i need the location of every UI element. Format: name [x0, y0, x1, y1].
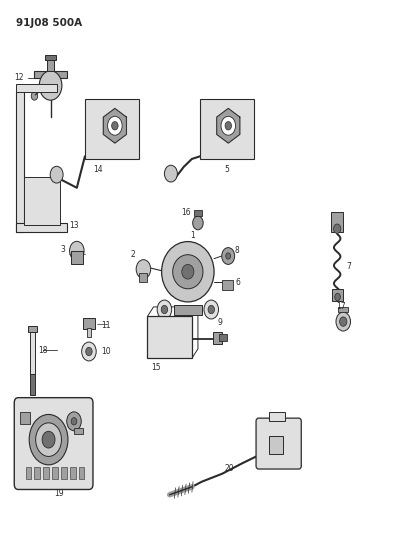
Bar: [219, 334, 227, 341]
Bar: [147, 317, 192, 358]
Ellipse shape: [182, 264, 194, 279]
Circle shape: [39, 71, 62, 100]
Polygon shape: [217, 108, 240, 143]
Bar: [331, 213, 343, 232]
Circle shape: [42, 431, 55, 448]
Text: 17: 17: [336, 302, 346, 311]
Circle shape: [336, 312, 351, 331]
Bar: [332, 289, 343, 301]
Text: 91J08 500A: 91J08 500A: [16, 18, 82, 28]
FancyBboxPatch shape: [14, 398, 93, 489]
Bar: [269, 412, 285, 421]
Circle shape: [86, 348, 92, 356]
Bar: [43, 467, 49, 479]
Circle shape: [71, 417, 77, 425]
Ellipse shape: [34, 193, 50, 208]
Circle shape: [136, 260, 151, 279]
Polygon shape: [103, 108, 126, 143]
Bar: [222, 280, 234, 290]
Bar: [338, 307, 348, 312]
Bar: [61, 467, 67, 479]
Text: 4: 4: [184, 317, 189, 326]
FancyBboxPatch shape: [256, 418, 301, 469]
Text: 1: 1: [190, 230, 194, 239]
Text: 16: 16: [181, 208, 191, 217]
Text: 19: 19: [55, 489, 64, 498]
Bar: [139, 273, 147, 282]
Bar: [83, 318, 95, 329]
Bar: [26, 467, 31, 479]
Bar: [47, 59, 54, 71]
Circle shape: [157, 300, 172, 319]
Text: 18: 18: [38, 346, 48, 355]
Circle shape: [82, 342, 96, 361]
Text: 3: 3: [61, 245, 66, 254]
Bar: [87, 328, 91, 337]
Bar: [85, 99, 139, 159]
Text: 7: 7: [346, 262, 351, 271]
Bar: [23, 177, 60, 224]
Bar: [16, 91, 23, 232]
Bar: [52, 467, 58, 479]
Text: 20: 20: [224, 464, 234, 473]
Circle shape: [335, 293, 340, 301]
Text: 2: 2: [131, 250, 135, 259]
Bar: [45, 55, 56, 60]
Bar: [194, 210, 202, 216]
Text: 14: 14: [93, 165, 103, 174]
Circle shape: [208, 305, 215, 314]
Circle shape: [108, 116, 122, 135]
Circle shape: [36, 423, 61, 456]
Circle shape: [334, 224, 341, 233]
Circle shape: [70, 241, 84, 260]
Bar: [35, 71, 67, 78]
Ellipse shape: [173, 255, 203, 289]
Bar: [16, 223, 67, 232]
Bar: [269, 436, 283, 454]
Text: 6: 6: [236, 278, 240, 287]
Text: 10: 10: [101, 347, 111, 356]
Circle shape: [193, 216, 203, 230]
Circle shape: [226, 253, 231, 259]
Text: 9: 9: [156, 318, 160, 327]
Circle shape: [112, 122, 118, 130]
Circle shape: [204, 300, 218, 319]
Circle shape: [221, 116, 236, 135]
Bar: [79, 467, 84, 479]
Circle shape: [29, 415, 68, 465]
Text: 11: 11: [101, 321, 110, 330]
Text: 12: 12: [14, 73, 24, 82]
Text: 13: 13: [70, 221, 79, 230]
Bar: [74, 428, 83, 434]
Bar: [70, 467, 76, 479]
Bar: [30, 374, 35, 395]
Bar: [174, 305, 202, 315]
Circle shape: [50, 166, 63, 183]
Bar: [200, 99, 255, 159]
Circle shape: [161, 305, 168, 314]
Circle shape: [164, 165, 177, 182]
Text: 15: 15: [152, 364, 161, 372]
Ellipse shape: [162, 241, 214, 302]
Circle shape: [67, 412, 81, 431]
Text: 5: 5: [225, 165, 229, 174]
Circle shape: [339, 317, 347, 326]
Circle shape: [31, 92, 37, 100]
Bar: [35, 467, 40, 479]
Bar: [20, 413, 30, 424]
Bar: [71, 251, 83, 264]
Text: 8: 8: [235, 246, 239, 255]
Circle shape: [225, 122, 232, 130]
Bar: [16, 84, 56, 92]
Bar: [213, 332, 222, 344]
Bar: [30, 332, 35, 374]
Circle shape: [222, 248, 235, 264]
Text: 9: 9: [218, 318, 222, 327]
Bar: [28, 326, 37, 332]
